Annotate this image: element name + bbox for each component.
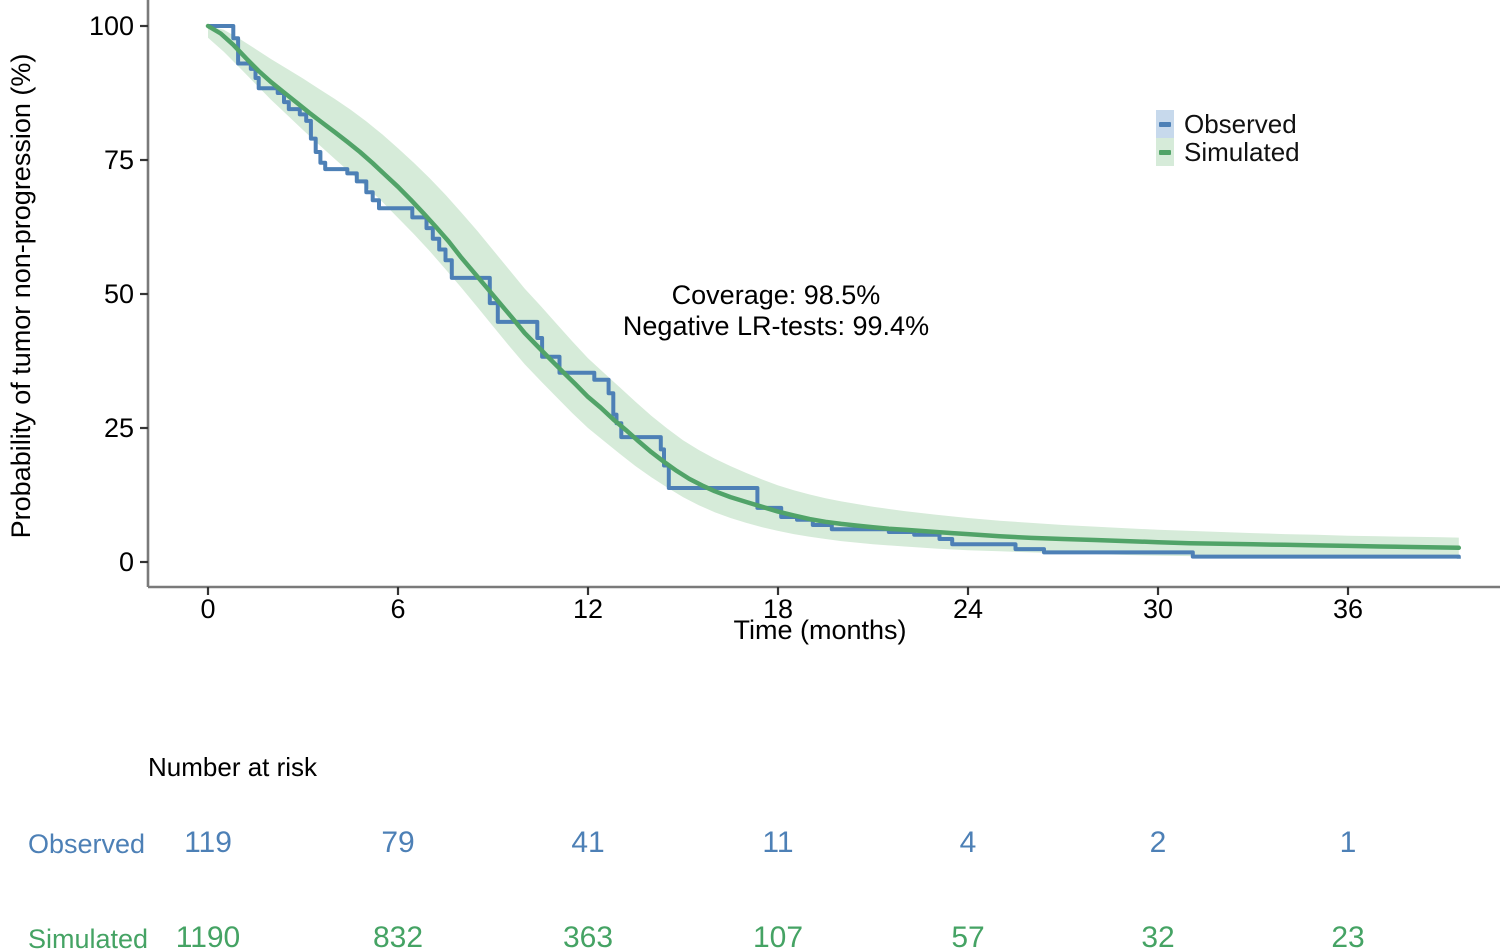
y-tick-label: 50 bbox=[104, 279, 134, 309]
risk-value: 23 bbox=[1331, 921, 1365, 949]
x-tick-label: 18 bbox=[763, 594, 793, 624]
risk-value: 41 bbox=[571, 826, 605, 859]
y-tick-label: 0 bbox=[119, 547, 134, 577]
y-tick-label: 75 bbox=[104, 145, 134, 175]
y-axis-title: Probability of tumor non-progression (%) bbox=[6, 53, 36, 539]
annotation-lr-tests: Negative LR-tests: 99.4% bbox=[622, 311, 930, 341]
legend-item-simulated: Simulated bbox=[1156, 136, 1300, 167]
risk-value: 832 bbox=[372, 921, 424, 949]
risk-value: 2 bbox=[1149, 826, 1167, 859]
x-tick-label: 24 bbox=[953, 594, 983, 624]
observed-key-swatch bbox=[1156, 110, 1174, 138]
y-tick-label: 100 bbox=[89, 11, 134, 41]
x-tick-label: 30 bbox=[1143, 594, 1173, 624]
observed-line-icon bbox=[1159, 122, 1171, 127]
y-tick-label: 25 bbox=[104, 413, 134, 443]
risk-value: 57 bbox=[951, 921, 985, 949]
legend-item-observed: Observed bbox=[1156, 108, 1300, 139]
annotation-block: Coverage: 98.5% Negative LR-tests: 99.4% bbox=[496, 280, 1056, 342]
x-tick-label: 0 bbox=[200, 594, 215, 624]
x-tick-label: 6 bbox=[390, 594, 405, 624]
x-tick-label: 12 bbox=[573, 594, 603, 624]
risk-value: 1 bbox=[1339, 826, 1357, 859]
risk-value: 107 bbox=[752, 921, 804, 949]
risk-value: 119 bbox=[184, 826, 232, 859]
risk-value: 1190 bbox=[175, 921, 241, 949]
risk-value: 32 bbox=[1141, 921, 1175, 949]
risk-row-observed: Observed 119 79 41 11 4 2 1 bbox=[0, 826, 1500, 862]
risk-value: 363 bbox=[562, 921, 614, 949]
risk-row-label-observed: Observed bbox=[28, 829, 146, 859]
risk-table-title: Number at risk bbox=[148, 752, 318, 782]
legend-label-observed: Observed bbox=[1184, 108, 1297, 139]
survival-chart: 0 6 12 18 24 30 36 0 25 50 75 100 bbox=[89, 0, 1500, 624]
annotation-coverage: Coverage: 98.5% bbox=[671, 280, 881, 310]
risk-value: 4 bbox=[959, 826, 977, 859]
x-tick-label: 36 bbox=[1333, 594, 1363, 624]
legend-label-simulated: Simulated bbox=[1184, 136, 1300, 167]
simulated-curve bbox=[205, 23, 1462, 551]
simulated-line-icon bbox=[1159, 150, 1171, 155]
risk-value: 79 bbox=[381, 826, 415, 859]
risk-row-simulated: Simulated 1190 832 363 107 57 32 23 bbox=[0, 921, 1500, 949]
simulated-key-swatch bbox=[1156, 138, 1174, 166]
x-axis-title: Time (months) bbox=[733, 615, 907, 645]
legend: Observed Simulated bbox=[1156, 108, 1300, 167]
risk-value: 11 bbox=[762, 826, 794, 859]
risk-row-label-simulated: Simulated bbox=[28, 924, 149, 949]
